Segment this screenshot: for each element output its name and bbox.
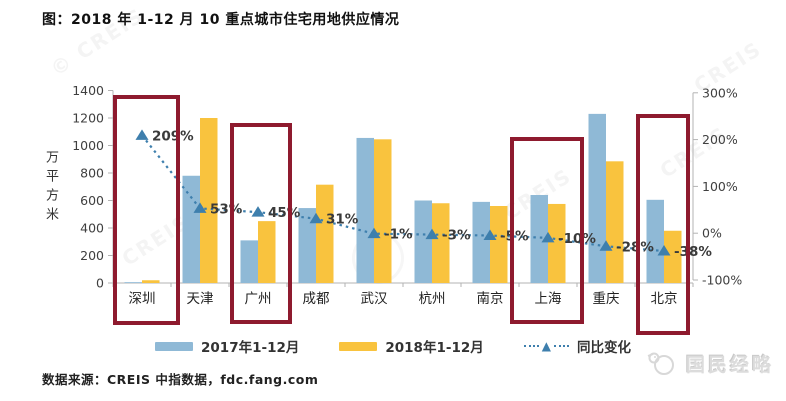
left-axis-tick-label: 200 xyxy=(80,248,104,263)
bar-2017-重庆 xyxy=(588,113,606,283)
left-axis-tick-label: 600 xyxy=(80,193,104,208)
bar-2017-深圳 xyxy=(124,282,142,283)
page-title: 图：2018 年 1-12 月 10 重点城市住宅用地供应情况 xyxy=(42,12,400,28)
right-axis-tick-label: 300% xyxy=(702,85,738,100)
highlight-box-北京 xyxy=(636,114,690,335)
yoy-marker-深圳 xyxy=(135,129,149,140)
bar-2018-武汉 xyxy=(374,139,392,283)
brand-watermark: 国民经略 xyxy=(645,348,774,378)
bar-2018-天津 xyxy=(200,118,218,283)
bar-2017-南京 xyxy=(472,201,490,283)
legend-swatch-2018 xyxy=(339,341,378,351)
brand-name: 国民经略 xyxy=(685,353,774,376)
yoy-value-label-成都: 31% xyxy=(326,212,359,228)
left-axis-tick-label: 800 xyxy=(80,166,104,181)
highlight-box-广州 xyxy=(230,123,292,324)
bar-2017-广州 xyxy=(240,240,258,283)
bar-2018-深圳 xyxy=(142,280,160,283)
bar-2018-广州 xyxy=(258,221,276,283)
yoy-marker-广州 xyxy=(251,206,265,217)
legend-swatch-yoy: ▲ xyxy=(523,339,569,353)
category-label-北京: 北京 xyxy=(651,291,678,307)
left-axis-tick-label: 400 xyxy=(80,221,104,236)
bar-2018-成都 xyxy=(316,184,334,283)
legend-item-2017: 2017年1-12月 xyxy=(155,336,299,356)
legend-item-yoy: ▲ 同比变化 xyxy=(523,336,631,356)
dotted-line-icon xyxy=(523,345,539,347)
right-axis-tick-label: 0% xyxy=(702,226,722,241)
yoy-value-label-武汉: -1% xyxy=(384,227,413,243)
bar-2018-南京 xyxy=(490,206,508,283)
category-label-广州: 广州 xyxy=(245,291,272,307)
yoy-value-label-南京: -5% xyxy=(500,229,529,245)
highlight-box-深圳 xyxy=(113,95,180,325)
bar-2018-重庆 xyxy=(606,161,624,283)
right-axis-tick-label: 100% xyxy=(702,179,738,194)
yoy-value-label-深圳: 209% xyxy=(152,128,194,144)
yoy-value-label-广州: 45% xyxy=(268,205,301,221)
yoy-marker-杭州 xyxy=(425,228,439,240)
yoy-marker-上海 xyxy=(541,231,555,243)
bar-2017-武汉 xyxy=(356,137,374,283)
right-axis-tick-label: -100% xyxy=(702,273,742,288)
right-axis-tick-label: 200% xyxy=(702,132,738,147)
yoy-marker-北京 xyxy=(657,244,671,256)
left-axis-tick-label: 1200 xyxy=(72,111,104,126)
yoy-value-label-上海: -10% xyxy=(558,231,596,247)
yoy-marker-成都 xyxy=(309,212,323,224)
category-label-武汉: 武汉 xyxy=(361,291,388,307)
left-axis-tick-label: 1400 xyxy=(72,83,104,98)
y-axis-label: 万平方米 xyxy=(43,150,58,226)
yoy-value-label-重庆: -28% xyxy=(616,239,654,255)
yoy-marker-天津 xyxy=(193,202,207,213)
yoy-value-label-北京: -38% xyxy=(674,244,712,260)
dotted-line-icon xyxy=(553,345,569,347)
yoy-marker-南京 xyxy=(483,229,497,241)
legend: 2017年1-12月 2018年1-12月 ▲ 同比变化 xyxy=(0,336,786,356)
legend-swatch-2017 xyxy=(155,341,194,351)
category-label-深圳: 深圳 xyxy=(129,291,156,307)
legend-item-2018: 2018年1-12月 xyxy=(339,336,484,356)
bar-2017-北京 xyxy=(646,199,664,283)
bird-logo-icon xyxy=(647,352,674,375)
left-axis-tick-label: 0 xyxy=(96,276,104,291)
legend-label-2018: 2018年1-12月 xyxy=(385,340,484,356)
legend-label-yoy: 同比变化 xyxy=(576,340,631,356)
category-label-上海: 上海 xyxy=(535,291,562,307)
left-axis-tick-label: 1000 xyxy=(72,138,104,153)
bar-2017-上海 xyxy=(530,195,548,283)
data-source-note: 数据来源：CREIS 中指数据，fdc.fang.com xyxy=(42,372,319,387)
bar-2017-天津 xyxy=(182,175,200,283)
triangle-marker-icon: ▲ xyxy=(541,339,551,353)
category-label-杭州: 杭州 xyxy=(419,291,446,307)
bar-2018-上海 xyxy=(548,203,566,283)
bar-2018-北京 xyxy=(664,230,682,283)
yoy-marker-重庆 xyxy=(599,240,613,251)
category-label-成都: 成都 xyxy=(303,291,330,307)
bar-2017-成都 xyxy=(298,208,316,283)
yoy-marker-武汉 xyxy=(367,227,381,239)
yoy-value-label-杭州: -3% xyxy=(442,228,471,244)
yoy-value-label-天津: 53% xyxy=(210,201,243,217)
category-label-天津: 天津 xyxy=(187,291,214,307)
legend-label-2017: 2017年1-12月 xyxy=(201,340,300,356)
category-label-南京: 南京 xyxy=(477,291,504,307)
bar-2018-杭州 xyxy=(432,203,450,283)
bar-2017-杭州 xyxy=(414,200,432,283)
highlight-box-上海 xyxy=(510,137,584,324)
category-label-重庆: 重庆 xyxy=(593,291,620,307)
